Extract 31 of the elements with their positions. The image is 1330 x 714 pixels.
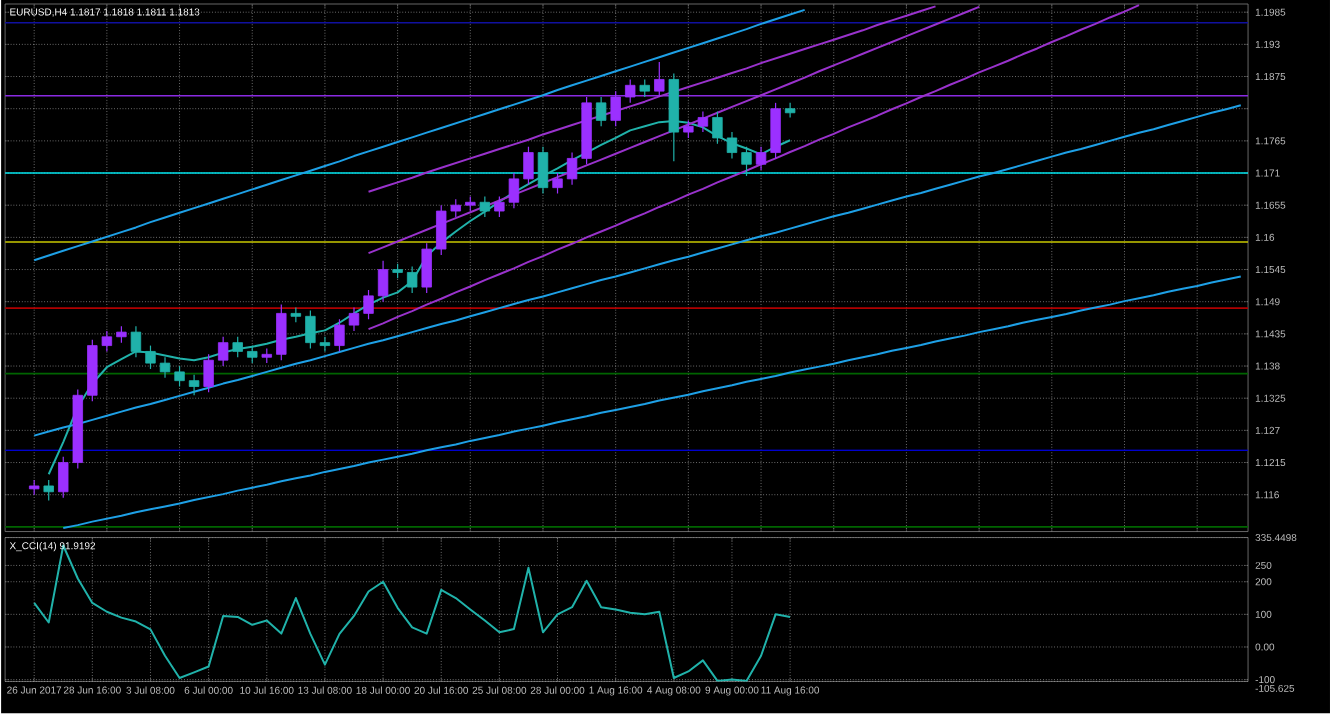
line-series bbox=[367, 4, 1141, 331]
candlestick bbox=[784, 102, 796, 119]
line-series bbox=[33, 104, 1242, 437]
candlestick bbox=[726, 131, 738, 160]
candlestick bbox=[174, 365, 185, 388]
candlestick bbox=[145, 345, 156, 370]
candlestick bbox=[610, 90, 621, 128]
candlestick bbox=[406, 266, 418, 294]
candlestick bbox=[43, 479, 54, 502]
candlestick bbox=[232, 336, 243, 359]
candlestick bbox=[654, 61, 665, 98]
candlestick bbox=[770, 102, 781, 160]
candlestick bbox=[523, 146, 534, 186]
candlestick bbox=[363, 289, 374, 321]
candlestick bbox=[552, 172, 563, 195]
candlestick bbox=[188, 374, 200, 397]
candlestick bbox=[159, 356, 171, 379]
candlestick bbox=[625, 79, 636, 104]
candlestick bbox=[479, 196, 491, 218]
candlestick bbox=[741, 146, 752, 177]
candlestick bbox=[421, 242, 432, 294]
candlestick bbox=[755, 146, 767, 171]
candlestick bbox=[276, 304, 287, 362]
candlestick bbox=[130, 325, 142, 359]
candlestick bbox=[348, 307, 360, 332]
candlestick bbox=[334, 318, 345, 353]
candlestick bbox=[595, 96, 607, 128]
candlestick bbox=[203, 354, 214, 394]
candlestick bbox=[537, 146, 549, 195]
candlestick bbox=[217, 336, 229, 367]
candlestick bbox=[377, 260, 389, 303]
